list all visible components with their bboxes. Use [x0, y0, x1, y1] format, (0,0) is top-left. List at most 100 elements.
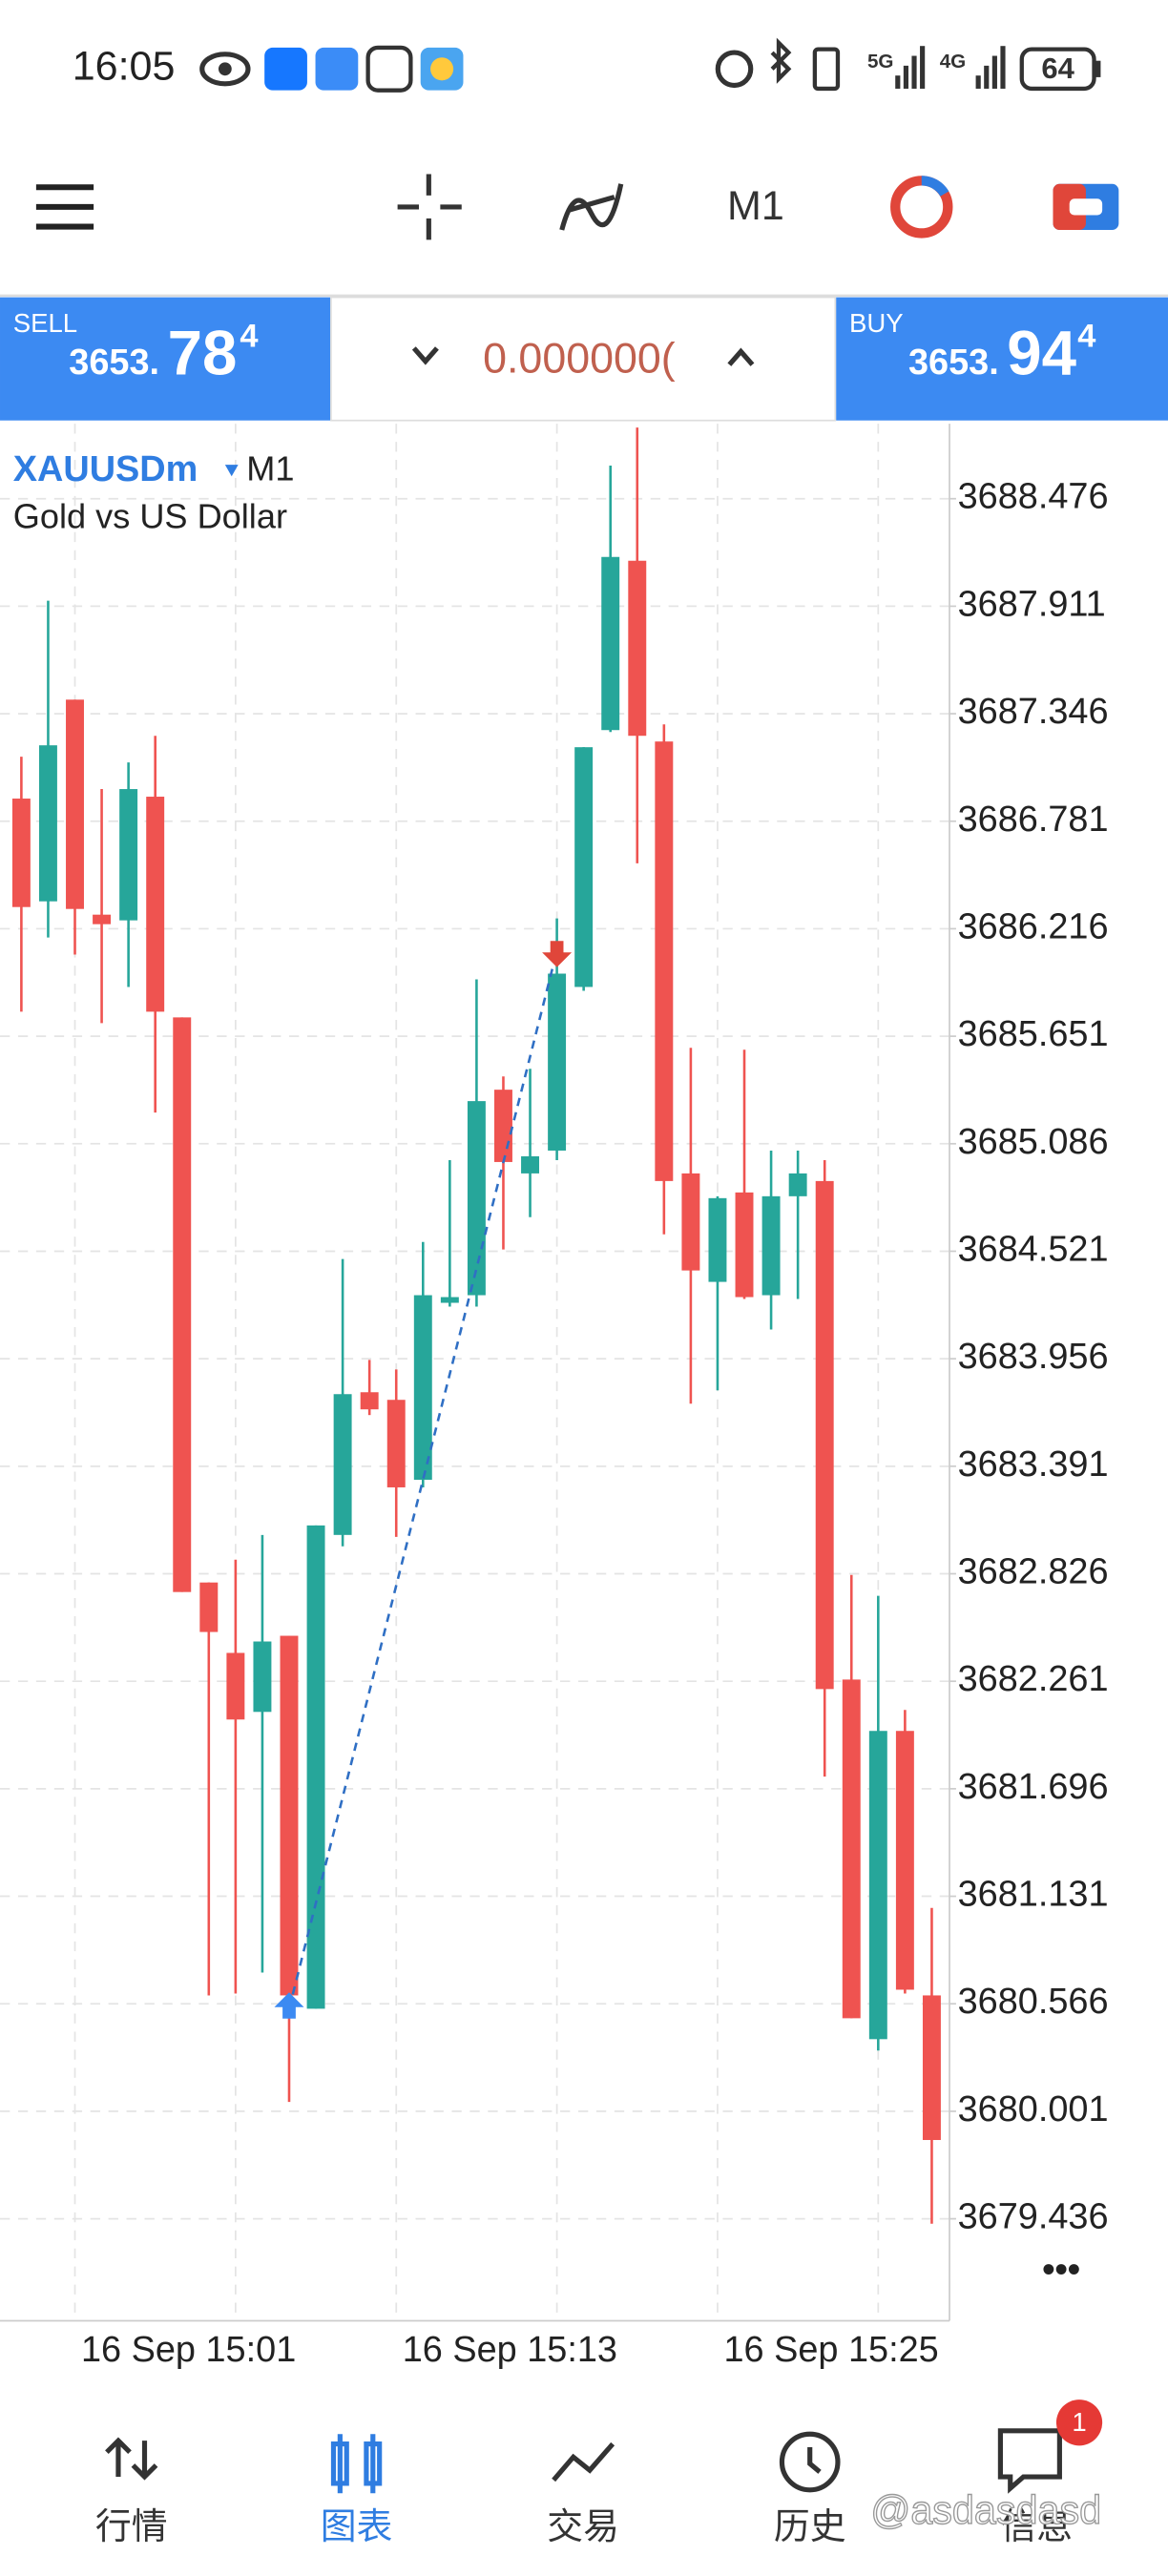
objects-button[interactable]	[890, 176, 953, 239]
candle-body	[708, 1197, 727, 1282]
y-tick-label: 3681.131	[958, 1875, 1109, 1915]
candle-body	[38, 745, 57, 902]
nav-label[interactable]: 行情	[95, 2507, 168, 2547]
volume-box	[330, 296, 837, 422]
candle-body	[146, 797, 165, 1012]
y-tick-label: 3682.826	[958, 1552, 1109, 1592]
chart-timeframe: M1	[246, 449, 294, 488]
sell-label: SELL	[13, 308, 77, 338]
y-tick-label: 3684.521	[958, 1229, 1109, 1269]
y-tick-label: 3685.086	[958, 1122, 1109, 1162]
network-label: 5G	[867, 51, 894, 73]
candle-body	[467, 1101, 486, 1296]
battery-level: 64	[1041, 52, 1074, 85]
candle-body	[253, 1641, 272, 1713]
candle-body	[735, 1192, 754, 1298]
candle-body	[494, 1090, 512, 1162]
candle-body	[895, 1731, 914, 1990]
y-tick-label: 3687.346	[958, 692, 1109, 732]
volume-up[interactable]	[727, 347, 755, 366]
candle-body	[761, 1195, 781, 1296]
x-tick-label: 16 Sep 15:25	[723, 2330, 938, 2370]
candle-body	[788, 1173, 807, 1196]
candle-body	[601, 556, 620, 731]
nav-label[interactable]: 信息	[1000, 2507, 1073, 2547]
candle-body	[440, 1297, 459, 1303]
clock: 16:05	[73, 44, 176, 90]
buy-price: 3653.	[908, 343, 999, 383]
trade-exit-arrow	[542, 941, 573, 967]
nav-label[interactable]: 图表	[321, 2507, 393, 2547]
badge-count: 1	[1072, 2407, 1086, 2437]
battery	[1019, 47, 1096, 92]
x-tick-label: 16 Sep 15:13	[403, 2330, 617, 2370]
y-tick-label: 3682.261	[958, 1659, 1109, 1699]
candle-body	[386, 1400, 406, 1487]
trade-entry-arrow	[274, 1992, 304, 2019]
sell-price-sup: 4	[240, 319, 258, 355]
y-tick-label: 3683.391	[958, 1444, 1109, 1485]
indicators-button[interactable]	[559, 183, 624, 231]
candle-body	[868, 1731, 887, 2040]
x-tick-label: 16 Sep 15:01	[81, 2330, 296, 2370]
candle-body	[815, 1180, 834, 1690]
buy-price-big: 94	[1007, 319, 1076, 388]
network-label: 4G	[940, 51, 967, 73]
buy-price-sup: 4	[1077, 319, 1095, 355]
candle-body	[413, 1295, 432, 1480]
candle-body	[119, 789, 138, 921]
bottom-nav	[0, 2373, 1168, 2576]
signal-bars	[895, 46, 1006, 89]
candle-body	[11, 799, 31, 907]
candle-body	[199, 1582, 219, 1632]
nav-label[interactable]: 交易	[547, 2507, 619, 2547]
candle-body	[360, 1392, 379, 1410]
symbol-description: Gold vs US Dollar	[13, 497, 287, 536]
y-tick-label: 3683.956	[958, 1337, 1109, 1377]
nav-label[interactable]: 历史	[774, 2507, 846, 2547]
sell-price-big: 78	[168, 319, 238, 388]
timeframe-button[interactable]: M1	[727, 183, 784, 229]
candle-body	[226, 1652, 245, 1720]
y-tick-label: 3688.476	[958, 477, 1109, 517]
candle-body	[66, 699, 84, 909]
trade-button[interactable]	[1053, 183, 1119, 231]
candle-body	[681, 1173, 700, 1271]
candle-body	[280, 1635, 299, 1996]
buy-button[interactable]	[836, 297, 1168, 421]
crosshair-button[interactable]	[397, 174, 462, 240]
candle-body	[548, 973, 567, 1151]
candle-body	[574, 747, 594, 987]
status-icons	[199, 37, 841, 93]
candle-body	[842, 1679, 861, 2019]
y-tick-label: 3681.696	[958, 1767, 1109, 1807]
badge	[1055, 2399, 1103, 2446]
candle-body	[306, 1525, 325, 2009]
y-tick-label: 3686.781	[958, 800, 1109, 840]
candle-body	[93, 914, 112, 924]
nav-icon	[105, 2428, 1062, 2494]
candle-body	[173, 1017, 192, 1592]
candle-body	[922, 1995, 941, 2141]
symbol-dropdown[interactable]	[224, 465, 239, 477]
trade-link	[287, 950, 558, 2009]
symbol[interactable]: XAUUSDm	[13, 449, 198, 489]
y-tick-label: 3679.436	[958, 2197, 1109, 2237]
volume-down[interactable]	[411, 346, 439, 365]
more-button[interactable]: •••	[1042, 2250, 1080, 2290]
buy-label: BUY	[849, 308, 904, 338]
y-tick-label: 3686.216	[958, 906, 1109, 946]
grid	[0, 424, 950, 2321]
input-fade	[686, 322, 707, 396]
candle-body	[333, 1394, 352, 1535]
sell-button[interactable]	[0, 297, 331, 421]
volume-input[interactable]: 0.000000(	[483, 335, 676, 383]
candle-body	[628, 560, 647, 737]
y-tick-label: 3687.911	[958, 584, 1106, 624]
menu-button[interactable]	[35, 184, 94, 230]
y-tick-label: 3685.651	[958, 1014, 1109, 1054]
plot	[11, 427, 941, 2224]
y-tick-label: 3680.001	[958, 2089, 1109, 2129]
